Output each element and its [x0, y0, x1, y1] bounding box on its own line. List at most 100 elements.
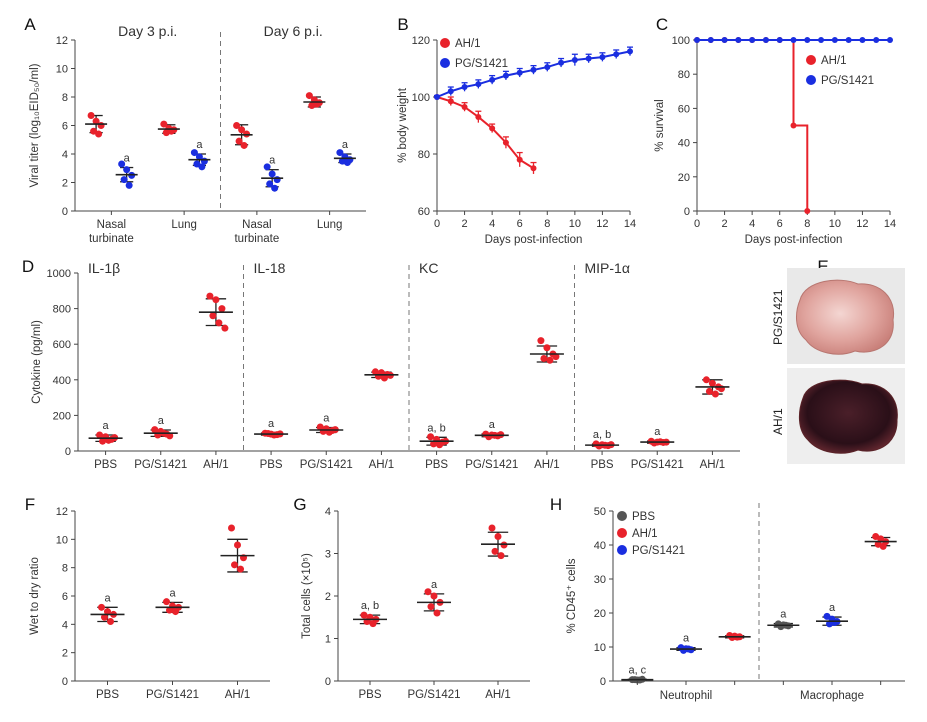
data-point [887, 37, 893, 43]
data-point [599, 54, 606, 61]
y-axis-label: Total cells (×10⁵) [301, 553, 313, 639]
x-tick-label: 4 [749, 218, 755, 230]
y-tick-label: 12 [56, 35, 68, 47]
lung-healthy [796, 279, 895, 355]
legend-marker [617, 511, 627, 521]
legend-marker [440, 58, 450, 68]
data-point [546, 356, 554, 364]
legend-marker [440, 38, 450, 48]
y-tick-label: 6 [62, 121, 68, 133]
data-point [433, 609, 441, 617]
data-point [166, 606, 173, 614]
y-axis-label: % body weight [397, 87, 409, 163]
data-point [749, 37, 756, 43]
data-point [461, 84, 468, 91]
data-point [500, 541, 508, 549]
panel-label: F [25, 495, 35, 514]
legend-label: PG/S1421 [632, 545, 685, 557]
significance-label: a [196, 139, 203, 151]
data-point [552, 353, 560, 361]
panel-label: E [817, 257, 828, 276]
legend-label: AH/1 [821, 55, 847, 67]
data-point [268, 170, 276, 178]
data-point [206, 292, 214, 300]
y-tick-label: 2 [325, 591, 331, 603]
x-tick-label: PG/S1421 [300, 459, 353, 471]
data-point [160, 120, 168, 128]
data-point [123, 166, 131, 174]
significance-label: a [780, 609, 787, 621]
panel-label: C [656, 15, 668, 34]
data-point [270, 431, 278, 439]
x-tick-label: AH/1 [485, 689, 511, 701]
y-tick-label: 100 [412, 92, 430, 104]
y-tick-label: 2 [62, 648, 68, 660]
data-point [571, 56, 578, 63]
group-title: IL-1β [88, 260, 120, 276]
significance-label: a [169, 587, 176, 599]
data-point [762, 37, 769, 43]
significance-label: a [829, 602, 836, 614]
y-tick-label: 0 [684, 206, 690, 218]
data-point [92, 117, 100, 125]
lung-infected [798, 379, 898, 454]
data-point [613, 51, 620, 58]
data-point [544, 64, 551, 71]
significance-label: a [124, 153, 131, 165]
data-point [879, 542, 887, 550]
group-title: Day 3 p.i. [118, 23, 177, 39]
x-tick-label: PG/S1421 [465, 459, 518, 471]
data-point [212, 296, 220, 304]
x-tick-label: PG/S1421 [631, 459, 684, 471]
x-tick-label: 8 [804, 218, 810, 230]
data-point [369, 620, 377, 628]
y-tick-label: 8 [62, 563, 68, 575]
x-tick-label: 12 [856, 218, 868, 230]
y-tick-label: 1 [325, 634, 331, 646]
data-point [198, 163, 206, 171]
y-tick-label: 0 [62, 206, 68, 218]
significance-label: a [654, 426, 661, 438]
x-tick-label: AH/1 [203, 459, 229, 471]
data-point [502, 72, 509, 79]
data-point [319, 427, 327, 435]
data-point [209, 312, 217, 320]
y-tick-label: 40 [678, 138, 690, 150]
data-point [475, 81, 482, 88]
data-point [218, 305, 226, 313]
data-point [360, 611, 368, 619]
x-tick-label: 10 [569, 218, 581, 230]
significance-label: a [489, 419, 496, 431]
data-point [489, 125, 496, 132]
group-x-label: Neutrophil [660, 690, 712, 702]
y-axis-label: % CD45⁺ cells [566, 558, 578, 633]
data-point [190, 149, 198, 157]
y-tick-label: 50 [594, 506, 606, 518]
data-point [98, 603, 105, 611]
data-point [231, 561, 238, 569]
x-tick-label: 0 [434, 218, 440, 230]
y-tick-label: 3 [325, 549, 331, 561]
y-axis-label: % survival [654, 99, 666, 151]
data-point [707, 37, 714, 43]
data-point [271, 184, 279, 192]
y-tick-label: 6 [62, 591, 68, 603]
data-point [430, 440, 438, 448]
significance-label: a [683, 633, 690, 645]
x-axis-label: Days post-infection [485, 234, 583, 246]
data-point [99, 437, 107, 445]
data-point [96, 431, 104, 439]
data-point [195, 153, 203, 161]
data-point [430, 592, 438, 600]
y-tick-label: 4 [62, 149, 68, 161]
group-x-label: Macrophage [800, 690, 864, 702]
data-point [540, 354, 548, 362]
data-point [558, 59, 565, 66]
x-tick-label: Nasal [97, 219, 126, 231]
data-point [163, 598, 170, 606]
y-tick-label: 10 [594, 642, 606, 654]
data-point [234, 541, 241, 549]
y-tick-label: 10 [56, 64, 68, 76]
y-tick-label: 0 [325, 676, 331, 688]
panel-label: H [550, 495, 562, 514]
